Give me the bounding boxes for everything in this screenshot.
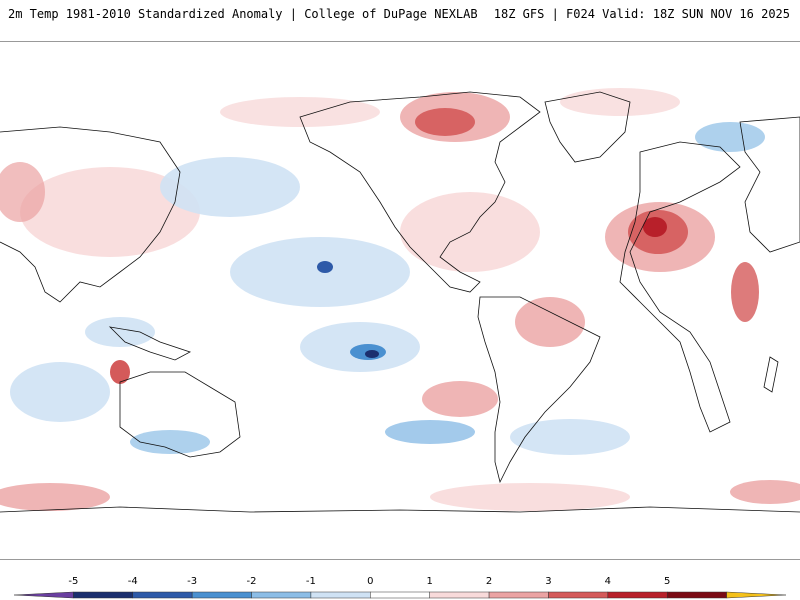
colorbar-segment bbox=[607, 591, 668, 599]
colorbar-segment bbox=[370, 591, 430, 599]
colorbar-segment bbox=[310, 591, 371, 599]
colorbar-segment bbox=[726, 591, 787, 599]
colorbar-segment bbox=[251, 591, 312, 599]
header: 2m Temp 1981-2010 Standardized Anomaly |… bbox=[0, 0, 800, 30]
colorbar-tick-label: -4 bbox=[128, 576, 138, 587]
colorbar-tick-label: 1 bbox=[427, 576, 433, 587]
map-svg bbox=[0, 88, 800, 513]
colorbar-tick-label: -2 bbox=[247, 576, 257, 587]
colorbar-tick-label: 5 bbox=[664, 576, 670, 587]
colorbar-segment bbox=[488, 591, 549, 599]
colorbar-segment bbox=[666, 591, 727, 599]
run-valid-time: 18Z GFS | F024 Valid: 18Z SUN NOV 16 202… bbox=[493, 7, 790, 21]
colorbar-segment bbox=[548, 591, 609, 599]
colorbar-tick-label: -5 bbox=[68, 576, 78, 587]
colorbar-segment bbox=[429, 591, 490, 599]
colorbar-tick-label: -1 bbox=[306, 576, 316, 587]
colorbar-tick-label: 2 bbox=[486, 576, 492, 587]
colorbar-segment bbox=[191, 591, 252, 599]
colorbar: -5 -4 -3 -2 -1 0 1 2 3 4 5 bbox=[0, 572, 800, 600]
colorbar-tick-label: 0 bbox=[367, 576, 373, 587]
colorbar-tick-label: 3 bbox=[545, 576, 551, 587]
product-title: 2m Temp 1981-2010 Standardized Anomaly |… bbox=[8, 7, 478, 21]
colorbar-tick-label: -3 bbox=[187, 576, 197, 587]
colorbar-segment bbox=[132, 591, 193, 599]
anomaly-shading bbox=[0, 88, 800, 511]
coastlines bbox=[0, 91, 800, 513]
colorbar-segment bbox=[13, 591, 74, 599]
anomaly-map bbox=[0, 41, 800, 560]
colorbar-segment bbox=[73, 591, 134, 599]
colorbar-tick-label: 4 bbox=[605, 576, 611, 587]
